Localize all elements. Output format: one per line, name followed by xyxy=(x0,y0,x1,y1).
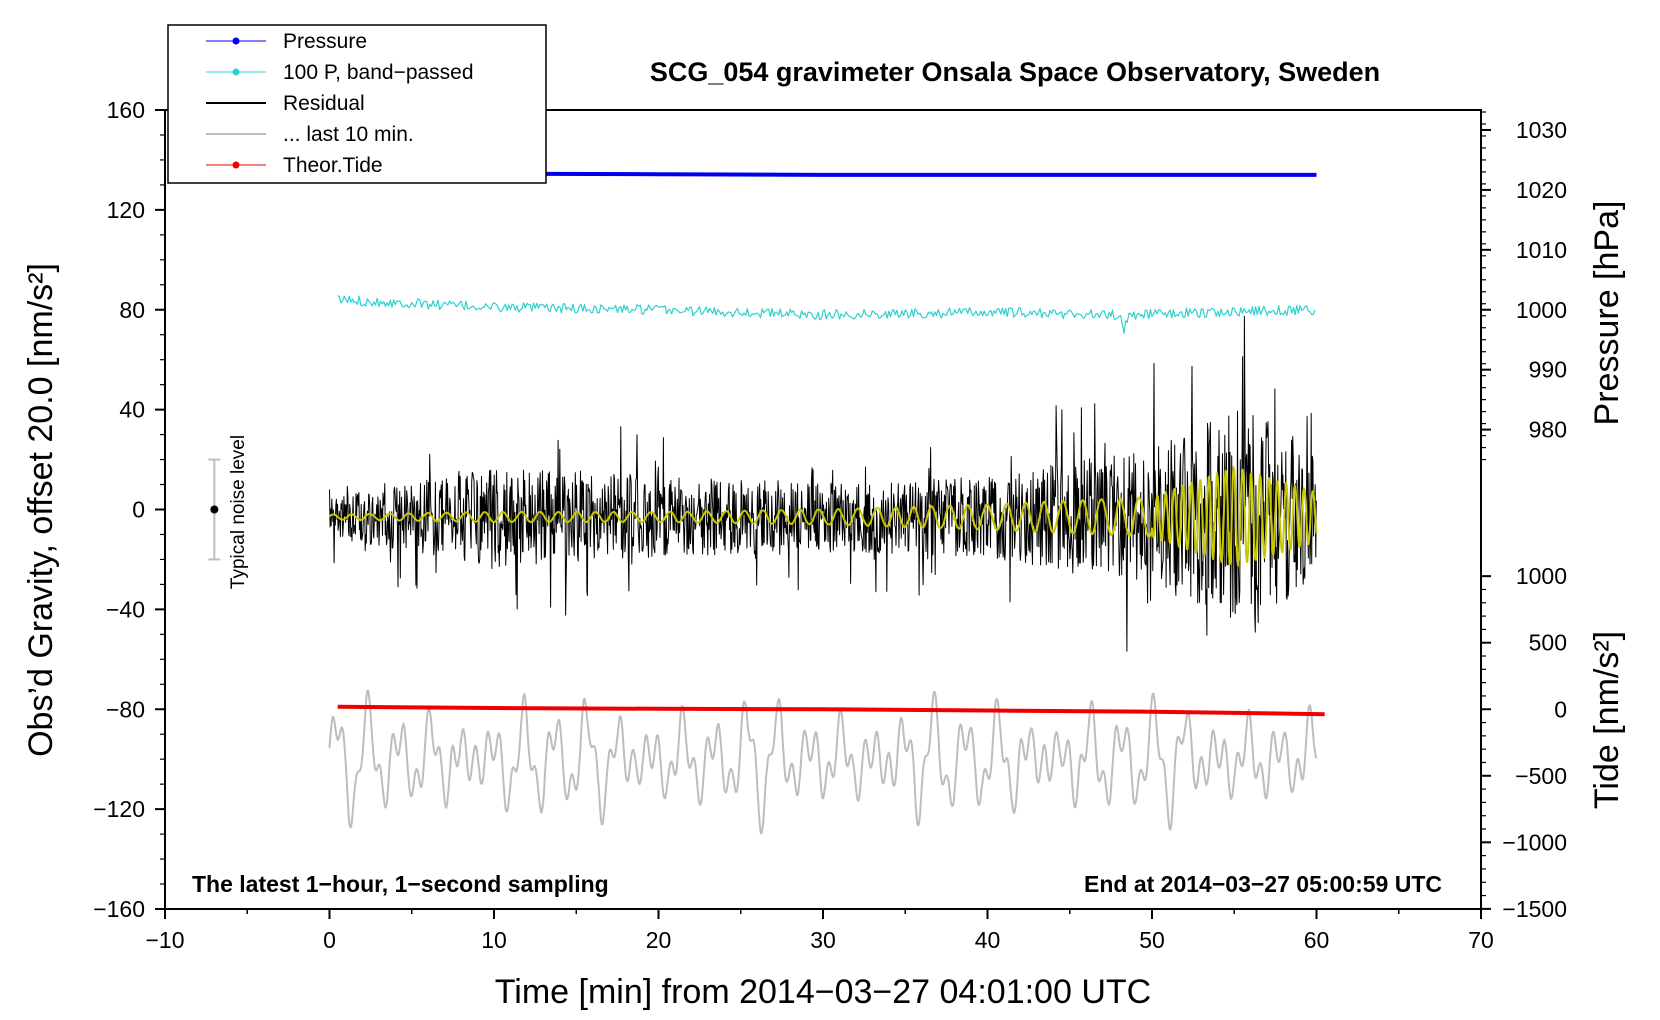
y-tick-label: −160 xyxy=(93,896,145,922)
x-tick-label: 70 xyxy=(1468,927,1494,953)
annotation-sampling: The latest 1−hour, 1−second sampling xyxy=(192,871,609,897)
series-band-passed xyxy=(337,295,1316,334)
tide-tick-label: 1000 xyxy=(1516,563,1567,589)
x-tick-label: −10 xyxy=(145,927,184,953)
legend: Pressure 100 P, band−passed Residual ... la… xyxy=(167,24,547,184)
y-tick-label: 160 xyxy=(107,97,145,123)
y-tick-label: 80 xyxy=(119,297,145,323)
y-tick-label: 40 xyxy=(119,397,145,423)
series-layer xyxy=(328,170,1325,835)
legend-marker xyxy=(232,68,240,76)
y-axis-tide-title: Tide [nm/s²] xyxy=(1588,631,1626,809)
x-tick-label: 50 xyxy=(1139,927,1165,953)
x-tick-label: 20 xyxy=(646,927,672,953)
y-tick-label: −80 xyxy=(106,696,145,722)
legend-marker xyxy=(232,161,240,169)
noise-bar-dot xyxy=(210,505,219,514)
pressure-tick-label: 990 xyxy=(1529,357,1567,383)
y-tick-label: 0 xyxy=(132,497,145,523)
legend-label: Theor.Tide xyxy=(283,154,383,177)
annotation-end-time: End at 2014−03−27 05:00:59 UTC xyxy=(1084,871,1442,897)
x-axis-title: Time [min] from 2014−03−27 04:01:00 UTC xyxy=(495,973,1151,1011)
legend-label: Pressure xyxy=(283,30,367,53)
noise-level-label: Typical noise level xyxy=(228,435,249,589)
tide-tick-label: −1500 xyxy=(1502,896,1567,922)
y-tick-label: −40 xyxy=(106,596,145,622)
pressure-tick-label: 1000 xyxy=(1516,297,1567,323)
x-tick-label: 10 xyxy=(481,927,507,953)
x-tick-label: 30 xyxy=(810,927,836,953)
y-tick-label: 120 xyxy=(107,197,145,223)
axis-ticks: −10 0 10 20 30 40 50 60 70−160−120−80−4004080120… xyxy=(93,97,1567,953)
legend-label: ... last 10 min. xyxy=(283,123,414,146)
noise-level-bar xyxy=(208,458,221,561)
x-tick-label: 60 xyxy=(1304,927,1330,953)
pressure-tick-label: 1030 xyxy=(1516,117,1567,143)
y-axis-pressure-title: Pressure [hPa] xyxy=(1588,201,1626,426)
y-axis-left-title: Obs’d Gravity, offset 20.0 [nm/s²] xyxy=(22,263,60,757)
series-theoretical-tide xyxy=(337,704,1325,717)
x-tick-label: 0 xyxy=(323,927,336,953)
y-tick-label: −120 xyxy=(93,796,145,822)
legend-marker xyxy=(232,37,240,45)
tide-tick-label: 0 xyxy=(1554,696,1567,722)
legend-label: 100 P, band−passed xyxy=(283,61,474,84)
tide-tick-label: 500 xyxy=(1529,630,1567,656)
series-residual xyxy=(329,315,1317,652)
chart-title: SCG_054 gravimeter Onsala Space Observat… xyxy=(650,57,1380,87)
legend-label: Residual xyxy=(283,92,365,115)
pressure-tick-label: 980 xyxy=(1529,417,1567,443)
x-tick-label: 40 xyxy=(975,927,1001,953)
series-residual-smoothed xyxy=(329,466,1318,567)
tide-tick-label: −1000 xyxy=(1502,829,1567,855)
pressure-tick-label: 1010 xyxy=(1516,237,1567,263)
tide-tick-label: −500 xyxy=(1515,763,1567,789)
pressure-tick-label: 1020 xyxy=(1516,177,1567,203)
series-last-10-min xyxy=(328,689,1318,835)
